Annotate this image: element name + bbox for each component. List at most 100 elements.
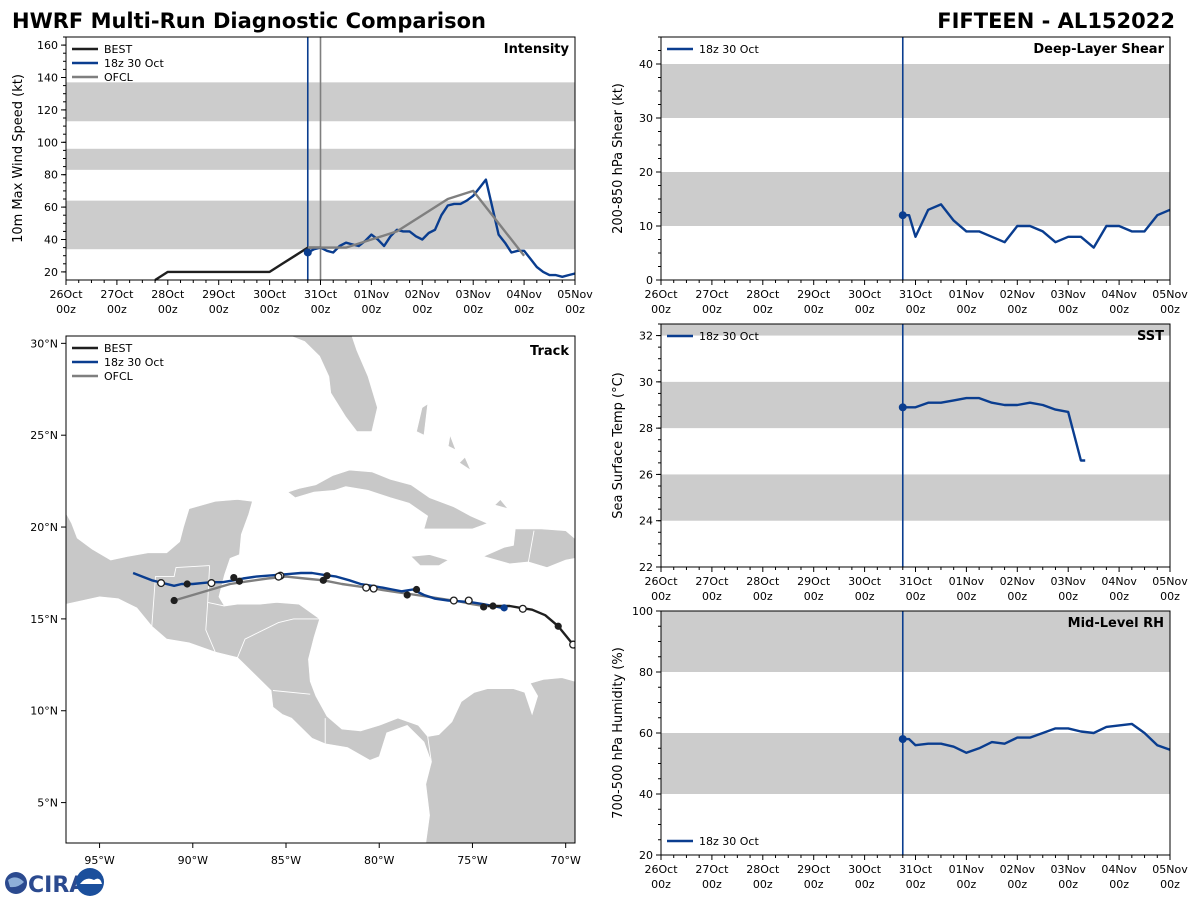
rh-xtick-label-time: 00z <box>855 878 875 891</box>
intensity-ytick-label: 120 <box>37 104 58 117</box>
rh-xtick-label: 31Oct <box>899 863 933 876</box>
rh-xtick-label-time: 00z <box>1109 878 1129 891</box>
track-ytick-label: 20°N <box>30 521 58 534</box>
sst-xtick-label-time: 00z <box>1007 590 1027 603</box>
intensity-xtick-label-time: 00z <box>311 303 331 316</box>
border-line <box>205 602 216 653</box>
sst-xtick-label-time: 00z <box>1160 590 1180 603</box>
track-marker <box>183 580 191 588</box>
shear-xtick-label-time: 00z <box>651 303 671 316</box>
land-mass <box>66 336 575 843</box>
rh-xtick-label-time: 00z <box>753 878 773 891</box>
track-marker <box>157 579 166 588</box>
track-marker <box>319 576 327 584</box>
intensity-xtick-label-time: 00z <box>107 303 127 316</box>
track-marker <box>369 584 378 593</box>
land-mass <box>494 499 509 510</box>
sst-xtick-label: 28Oct <box>746 575 780 588</box>
shear-ylabel: 200-850 hPa Shear (kt) <box>611 83 626 234</box>
intensity-xtick-label-time: 00z <box>56 303 76 316</box>
shear-title: Deep-Layer Shear <box>1033 42 1164 57</box>
intensity-xtick-label: 02Nov <box>405 288 441 301</box>
sst-xtick-label: 04Nov <box>1101 575 1137 588</box>
sst-ytick-label: 22 <box>639 561 653 574</box>
rh-legend-label: 18z 30 Oct <box>699 835 759 848</box>
shear-ytick-label: 0 <box>646 274 653 287</box>
intensity-xtick-label-time: 00z <box>260 303 280 316</box>
border-line <box>66 508 119 561</box>
shear-xtick-label: 03Nov <box>1050 288 1086 301</box>
track-marker <box>569 640 575 649</box>
rh-series-line <box>902 722 1171 754</box>
track-marker <box>235 577 243 585</box>
sst-init-point <box>898 403 907 412</box>
intensity-series-line <box>154 246 321 282</box>
sst-xtick-label-time: 00z <box>906 590 926 603</box>
sst-xtick-label: 05Nov <box>1152 575 1188 588</box>
track-marker <box>480 603 488 611</box>
land-mass <box>447 434 457 451</box>
intensity-ytick-label: 100 <box>37 136 58 149</box>
sst-band <box>661 381 1170 429</box>
land-mass <box>410 554 449 566</box>
intensity-ytick-label: 20 <box>44 266 58 279</box>
track-ytick-label: 25°N <box>30 429 58 442</box>
rh-init-point <box>898 735 907 744</box>
rh-ytick-label: 20 <box>639 849 653 862</box>
storm-id: FIFTEEN - AL152022 <box>937 9 1175 33</box>
track-marker <box>464 596 473 605</box>
rh-ytick-label: 40 <box>639 788 653 801</box>
sst-xtick-label: 31Oct <box>899 575 933 588</box>
rh-ytick-label: 60 <box>639 727 653 740</box>
rh-xtick-label: 04Nov <box>1101 863 1137 876</box>
land-mass <box>289 336 378 432</box>
intensity-legend-label: BEST <box>104 43 132 56</box>
shear-ytick-label: 40 <box>639 58 653 71</box>
border-line <box>151 565 210 627</box>
track-marker <box>554 622 562 630</box>
border-line <box>272 690 311 695</box>
shear-band <box>661 64 1170 118</box>
intensity-xtick-label-time: 00z <box>158 303 178 316</box>
sst-xtick-label-time: 00z <box>855 590 875 603</box>
track-xtick-label: 95°W <box>84 854 114 867</box>
sst-xtick-label-time: 00z <box>651 590 671 603</box>
intensity-xtick-label-time: 00z <box>412 303 432 316</box>
sst-band <box>661 474 1170 521</box>
sst-legend-label: 18z 30 Oct <box>699 330 759 343</box>
intensity-xtick-label: 27Oct <box>100 288 134 301</box>
shear-xtick-label: 30Oct <box>848 288 882 301</box>
shear-init-point <box>898 211 907 220</box>
intensity-ytick-label: 80 <box>44 169 58 182</box>
sst-ytick-label: 32 <box>639 330 653 343</box>
rh-ytick-label: 80 <box>639 666 653 679</box>
shear-xtick-label-time: 00z <box>1058 303 1078 316</box>
shear-band <box>661 172 1170 226</box>
intensity-xtick-label: 04Nov <box>506 288 542 301</box>
intensity-xtick-label-time: 00z <box>565 303 585 316</box>
sst-xtick-label: 26Oct <box>644 575 678 588</box>
intensity-xtick-label: 03Nov <box>455 288 491 301</box>
track-ytick-label: 30°N <box>30 337 58 350</box>
shear-xtick-label-time: 00z <box>906 303 926 316</box>
track-xtick-label: 85°W <box>271 854 301 867</box>
intensity-series-line <box>307 189 526 257</box>
border-line <box>427 736 432 763</box>
track-map-area <box>66 336 575 843</box>
shear-xtick-label-time: 00z <box>855 303 875 316</box>
rh-xtick-label-time: 00z <box>651 878 671 891</box>
rh-xtick-label: 02Nov <box>1000 863 1036 876</box>
rh-xtick-label-time: 00z <box>1007 878 1027 891</box>
border-line <box>237 618 320 658</box>
intensity-xtick-label-time: 00z <box>514 303 534 316</box>
sst-series-line <box>902 396 1086 462</box>
sst-ytick-label: 28 <box>639 422 653 435</box>
track-xtick-label: 90°W <box>178 854 208 867</box>
track-marker <box>274 572 283 581</box>
shear-xtick-label: 02Nov <box>1000 288 1036 301</box>
intensity-init-point <box>303 248 312 257</box>
intensity-xtick-label: 31Oct <box>304 288 338 301</box>
shear-xtick-label: 28Oct <box>746 288 780 301</box>
sst-band <box>661 324 1170 336</box>
